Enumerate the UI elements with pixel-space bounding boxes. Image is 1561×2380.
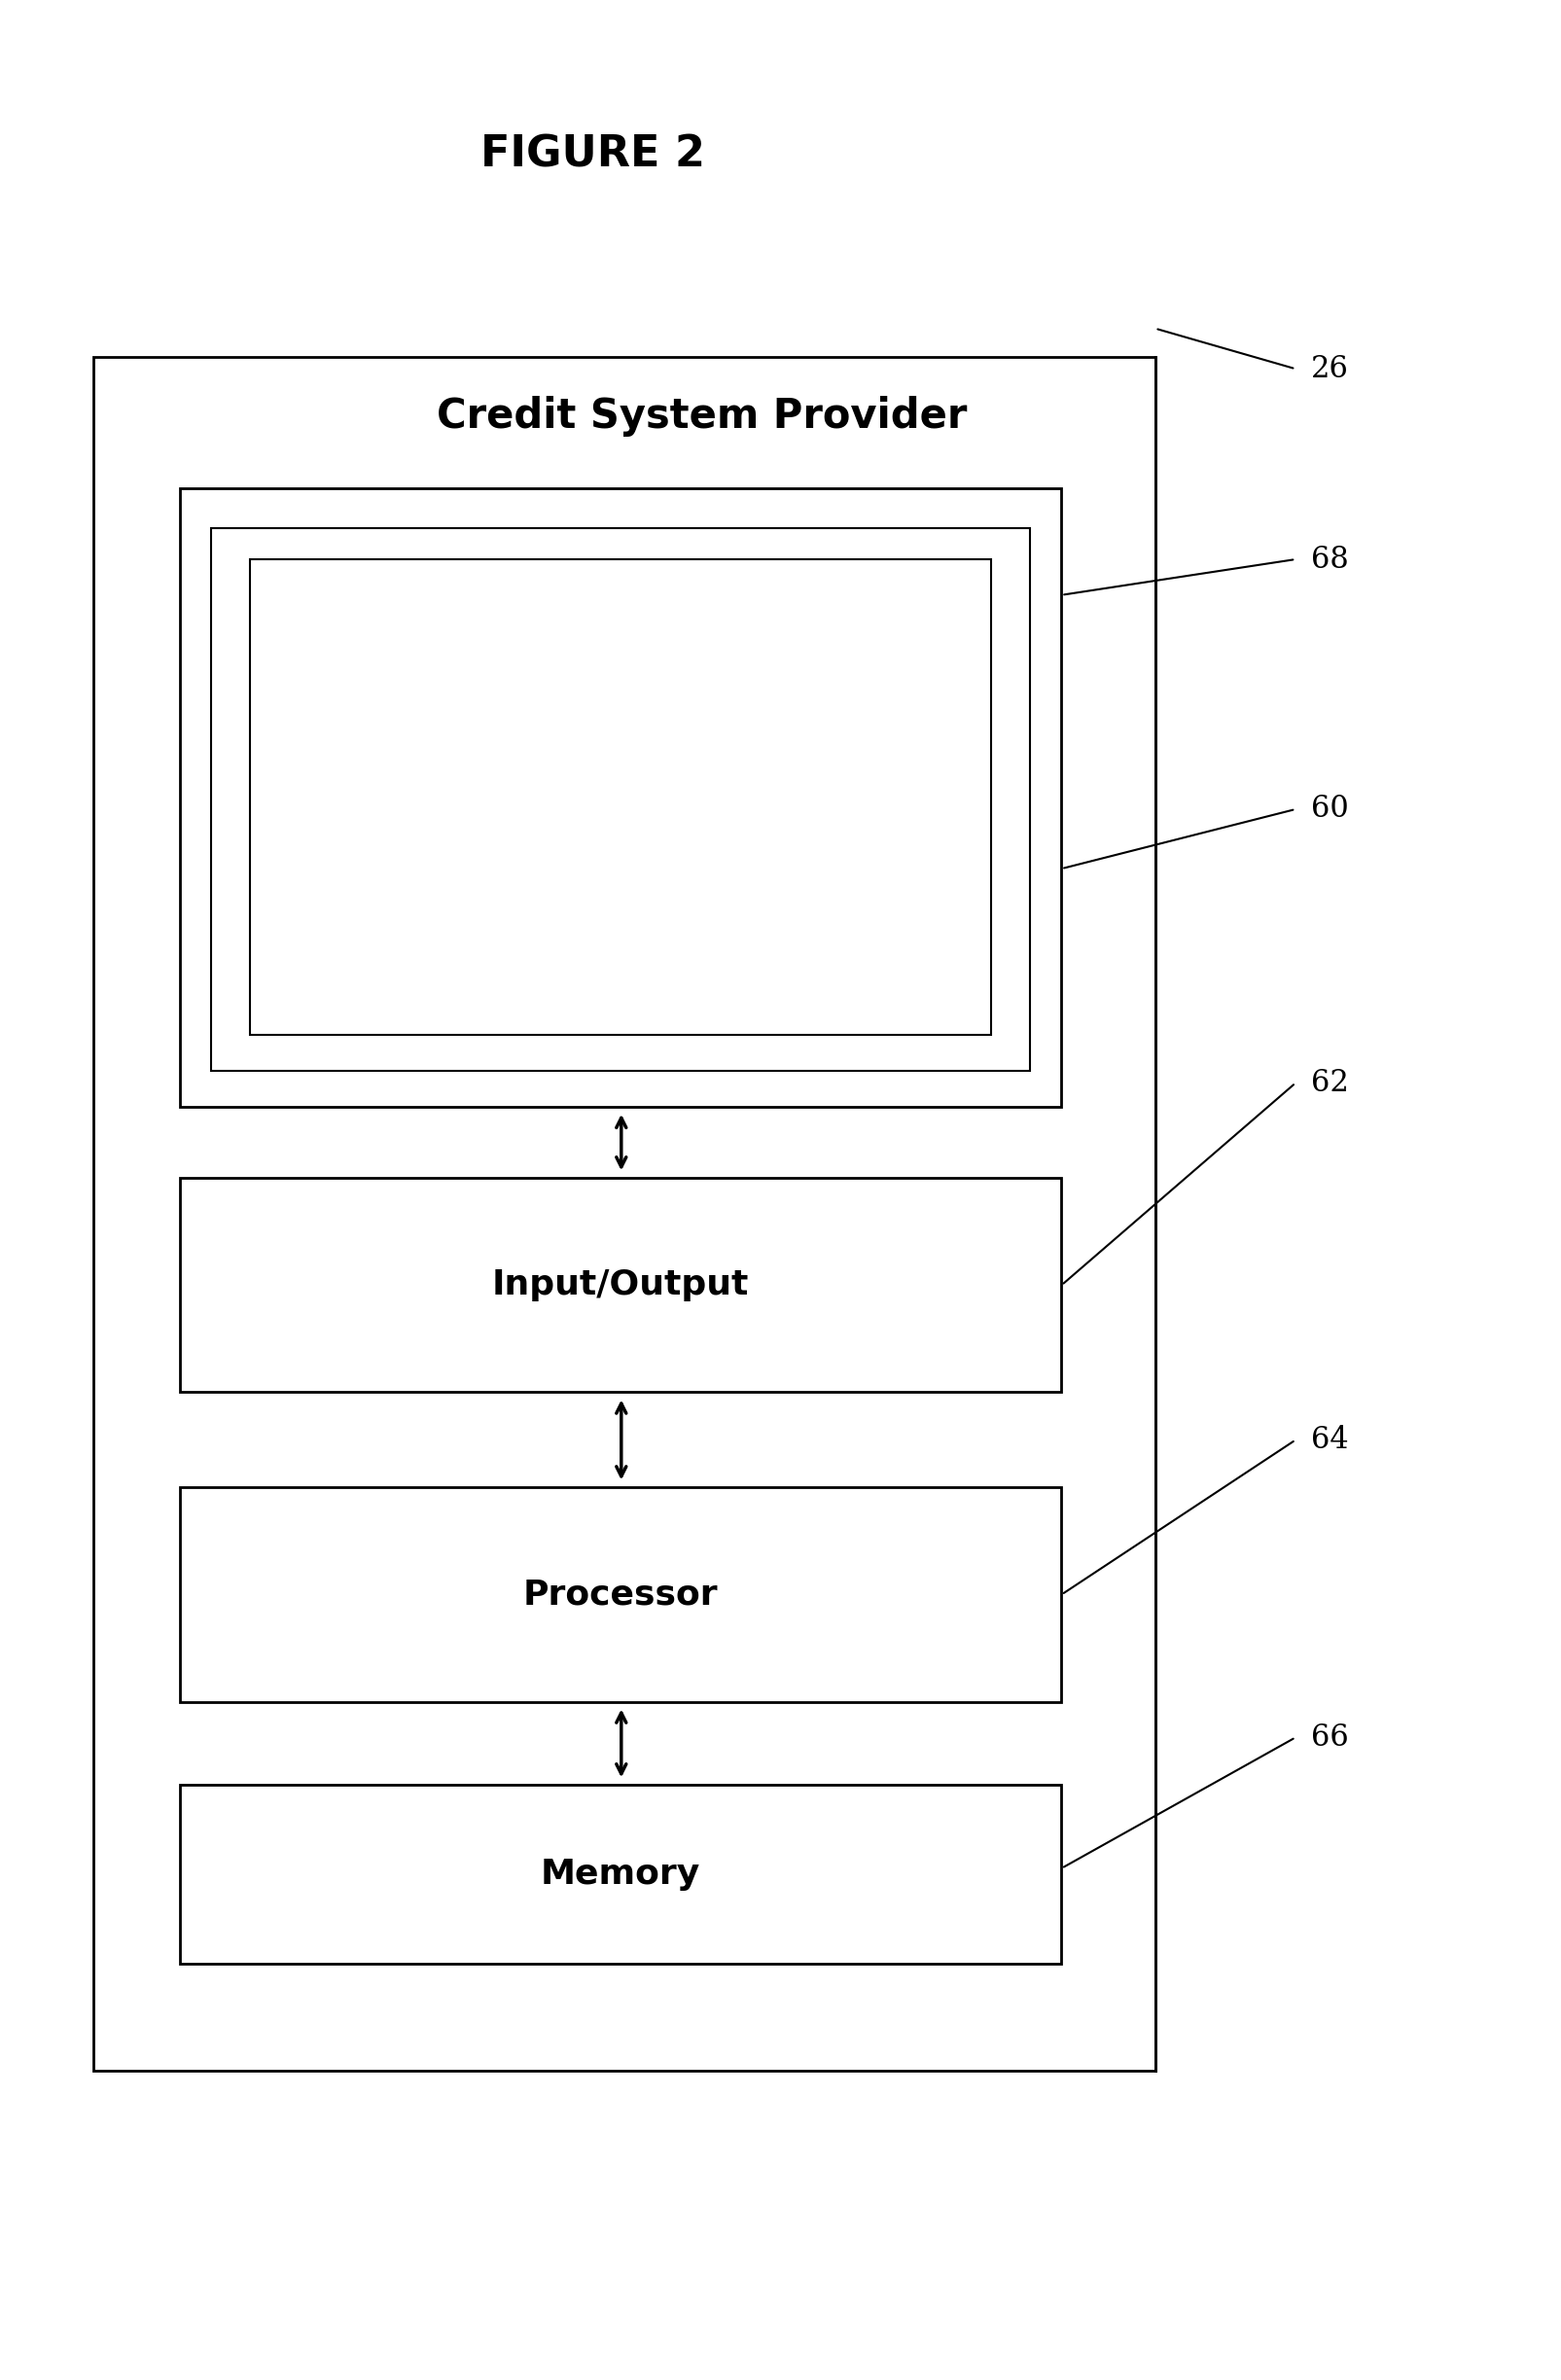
Text: 64: 64 [1311,1426,1349,1454]
Bar [211,528,1030,1071]
Text: 26: 26 [1311,355,1349,383]
Text: Input/Output: Input/Output [492,1269,749,1302]
Bar [180,1785,1061,1963]
Text: 60: 60 [1311,795,1349,823]
Text: 66: 66 [1311,1723,1349,1752]
Text: Credit System Provider: Credit System Provider [437,395,968,438]
Text: Processor: Processor [523,1578,718,1611]
Text: FIGURE 2: FIGURE 2 [481,133,706,176]
Text: Memory: Memory [540,1859,701,1890]
Bar [180,1488,1061,1702]
Text: 68: 68 [1311,545,1349,574]
Bar [250,559,991,1035]
Text: 62: 62 [1311,1069,1349,1097]
Bar [180,488,1061,1107]
Bar [180,1178,1061,1392]
Bar [94,357,1155,2071]
